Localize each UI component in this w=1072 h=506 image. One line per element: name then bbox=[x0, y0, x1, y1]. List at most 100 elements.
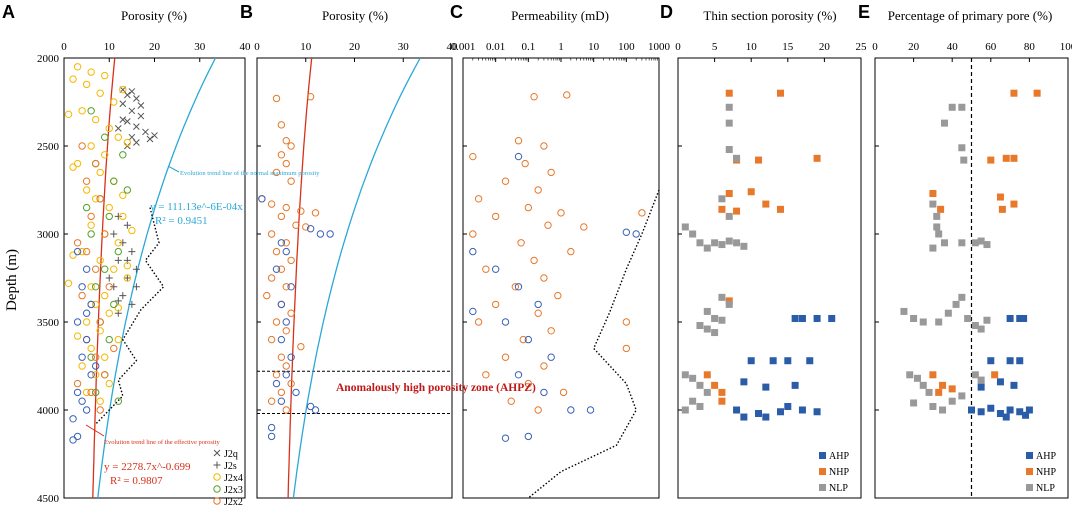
data-point bbox=[517, 239, 525, 247]
annotation-effective-porosity: Evolution trend line of the effective po… bbox=[104, 439, 221, 446]
data-point bbox=[948, 385, 956, 393]
series-ahp bbox=[968, 314, 1033, 421]
data-point bbox=[277, 239, 286, 247]
data-point bbox=[287, 256, 295, 265]
data-point bbox=[971, 371, 979, 379]
data-point bbox=[474, 195, 483, 203]
series-j2s bbox=[105, 212, 140, 317]
data-point bbox=[977, 325, 985, 333]
plot-frame-b bbox=[256, 57, 453, 499]
data-point bbox=[977, 408, 985, 416]
data-point bbox=[64, 110, 73, 119]
y-tick-label: 2500 bbox=[37, 141, 60, 153]
data-point bbox=[968, 406, 975, 414]
data-point bbox=[929, 402, 937, 410]
panel-b: 0 10 20 30 40 bbox=[254, 41, 458, 499]
data-point bbox=[501, 177, 510, 185]
data-point bbox=[987, 357, 995, 365]
data-point bbox=[119, 151, 127, 159]
data-point bbox=[977, 376, 985, 384]
y-tick-label: 3500 bbox=[37, 317, 60, 329]
data-point bbox=[733, 207, 741, 215]
data-point bbox=[733, 406, 741, 414]
data-point bbox=[711, 314, 719, 322]
data-point bbox=[69, 251, 77, 259]
data-point bbox=[900, 307, 908, 315]
data-point bbox=[733, 239, 741, 247]
series-nhp bbox=[929, 89, 1041, 396]
data-point bbox=[128, 107, 136, 115]
data-point bbox=[725, 89, 733, 97]
data-point bbox=[91, 388, 100, 397]
ahpz-label: Anomalously high porosity zone (AHPZ) bbox=[336, 382, 536, 394]
data-point bbox=[519, 335, 527, 344]
data-point bbox=[547, 327, 555, 335]
data-point bbox=[105, 124, 113, 133]
panel-e: 0 20 40 60 80 100 AHP NHP NLP bbox=[872, 41, 1072, 499]
data-point bbox=[958, 293, 966, 301]
data-point bbox=[563, 91, 571, 99]
data-point bbox=[277, 335, 286, 344]
panel-letter-e: E bbox=[858, 2, 870, 22]
x-tick-label: 100 bbox=[1060, 41, 1072, 53]
data-point bbox=[287, 353, 295, 361]
data-point bbox=[725, 146, 733, 154]
y-axis-label: Depth (m) bbox=[4, 249, 20, 311]
data-point bbox=[514, 371, 523, 379]
data-point bbox=[316, 230, 325, 238]
data-point bbox=[114, 304, 123, 312]
series-ahp bbox=[733, 314, 836, 421]
permeability-envelope bbox=[527, 189, 660, 499]
data-point bbox=[929, 371, 937, 379]
data-point bbox=[910, 399, 918, 407]
panel-letter-c: C bbox=[450, 2, 463, 22]
data-point bbox=[282, 406, 290, 414]
panel-d: 0 5 10 15 20 25 AHP NHP NLP bbox=[675, 41, 867, 499]
data-point bbox=[277, 397, 286, 405]
data-point bbox=[977, 237, 985, 245]
data-point bbox=[119, 100, 127, 108]
data-point bbox=[306, 93, 315, 101]
data-point bbox=[91, 265, 100, 273]
data-point bbox=[123, 118, 131, 125]
data-point bbox=[287, 309, 295, 317]
data-point bbox=[87, 388, 95, 397]
data-point bbox=[540, 142, 548, 150]
legend-label: J2s bbox=[224, 461, 237, 472]
data-point bbox=[326, 230, 334, 238]
data-point bbox=[277, 265, 286, 273]
data-point bbox=[123, 261, 132, 270]
panel-d-title: Thin section porosity (%) bbox=[703, 8, 836, 23]
data-point bbox=[282, 203, 290, 212]
data-point bbox=[622, 318, 631, 326]
data-point bbox=[128, 300, 136, 308]
data-point bbox=[933, 223, 941, 231]
x-tick-label: 60 bbox=[985, 41, 997, 53]
data-point bbox=[977, 383, 985, 391]
data-point bbox=[306, 225, 315, 233]
data-point bbox=[82, 203, 91, 212]
data-point bbox=[725, 300, 733, 308]
x-tick-label: 30 bbox=[398, 41, 410, 53]
data-point bbox=[784, 402, 792, 410]
data-point bbox=[69, 436, 77, 444]
data-point bbox=[935, 318, 943, 326]
data-point bbox=[272, 247, 281, 256]
data-point bbox=[114, 133, 123, 141]
data-point bbox=[272, 371, 281, 379]
panel-a-title: Porosity (%) bbox=[121, 8, 187, 23]
data-point bbox=[733, 154, 741, 162]
data-point bbox=[559, 388, 568, 397]
data-point bbox=[82, 309, 91, 317]
data-point bbox=[696, 239, 704, 247]
data-point bbox=[971, 322, 979, 330]
data-point bbox=[64, 279, 73, 287]
series-nlp bbox=[900, 103, 991, 414]
data-point bbox=[1025, 406, 1033, 414]
plot-frame-d bbox=[677, 57, 862, 499]
data-point bbox=[105, 379, 113, 388]
data-point bbox=[287, 142, 295, 150]
data-point bbox=[114, 247, 123, 256]
data-point bbox=[69, 415, 77, 423]
data-point bbox=[696, 402, 704, 410]
